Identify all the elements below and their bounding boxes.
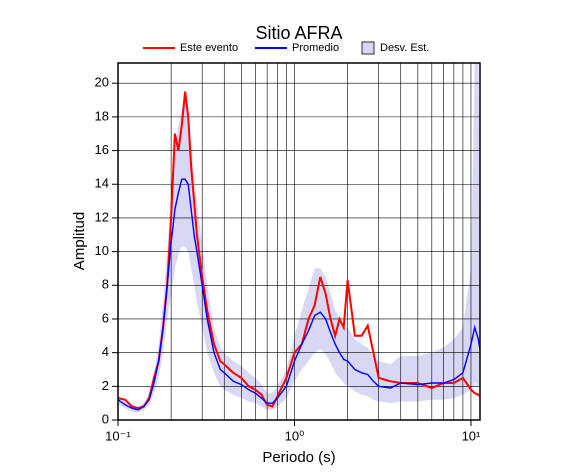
y-tick-label: 8 bbox=[102, 277, 109, 292]
y-tick-label: 12 bbox=[95, 209, 109, 224]
legend-label: Promedio bbox=[292, 42, 339, 54]
legend-label: Este evento bbox=[180, 42, 238, 54]
legend-swatch bbox=[361, 41, 375, 55]
y-tick-label: 6 bbox=[102, 310, 109, 325]
y-tick-label: 2 bbox=[102, 378, 109, 393]
y-tick-label: 16 bbox=[95, 142, 109, 157]
x-axis-label: Periodo (s) bbox=[262, 449, 335, 466]
y-tick-label: 4 bbox=[102, 344, 109, 359]
y-tick-label: 14 bbox=[95, 176, 109, 191]
plot-frame bbox=[117, 62, 481, 421]
y-tick-label: 0 bbox=[102, 411, 109, 426]
x-tick-label: 10¹ bbox=[462, 428, 481, 443]
chart-title: Sitio AFRA bbox=[255, 23, 342, 43]
y-axis-label: Amplitud bbox=[71, 212, 88, 270]
y-tick-label: 10 bbox=[95, 243, 109, 258]
x-tick-label: 10⁻¹ bbox=[105, 428, 131, 443]
series-line bbox=[117, 178, 481, 411]
y-tick-label: 18 bbox=[95, 108, 109, 123]
x-tick-label: 10⁰ bbox=[285, 428, 305, 443]
series-line bbox=[117, 91, 481, 410]
y-tick-label: 20 bbox=[95, 75, 109, 90]
legend-label: Desv. Est. bbox=[380, 42, 429, 54]
